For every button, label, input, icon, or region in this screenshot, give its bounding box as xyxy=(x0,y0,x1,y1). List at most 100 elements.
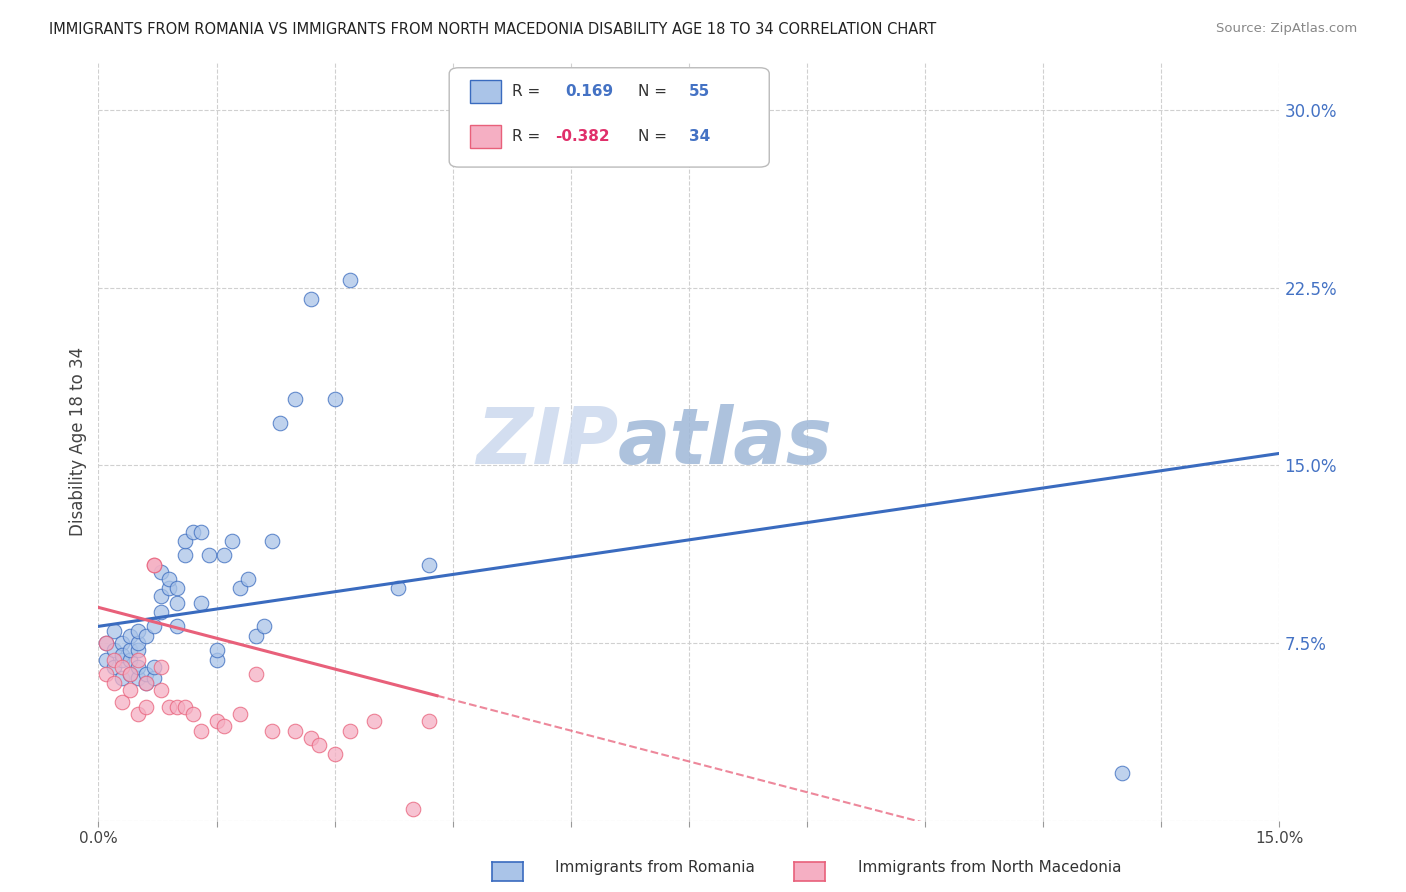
Point xyxy=(214,719,236,733)
Point xyxy=(111,648,134,662)
Point xyxy=(221,534,243,549)
Point xyxy=(157,582,180,596)
Point xyxy=(118,666,141,681)
Point xyxy=(118,652,141,666)
Text: Source: ZipAtlas.com: Source: ZipAtlas.com xyxy=(1216,22,1357,36)
Point xyxy=(135,676,157,690)
Text: R =: R = xyxy=(512,129,540,145)
Point xyxy=(166,619,188,633)
Point xyxy=(339,273,361,287)
Point xyxy=(245,629,267,643)
Point xyxy=(197,548,219,563)
Point xyxy=(402,802,425,816)
Point xyxy=(174,699,197,714)
Text: N =: N = xyxy=(638,129,668,145)
Point xyxy=(127,672,149,686)
Point xyxy=(142,619,165,633)
Point xyxy=(103,643,125,657)
Text: 0.169: 0.169 xyxy=(565,84,613,99)
Point xyxy=(118,629,141,643)
Point xyxy=(150,589,173,603)
Point xyxy=(135,699,157,714)
Point xyxy=(205,714,228,728)
Point xyxy=(142,659,165,673)
Point xyxy=(111,659,134,673)
Point xyxy=(363,714,385,728)
Point xyxy=(150,683,173,698)
Point xyxy=(127,706,149,721)
Point xyxy=(245,666,267,681)
Point xyxy=(103,624,125,639)
Point xyxy=(166,582,188,596)
Point xyxy=(157,572,180,586)
Point xyxy=(127,624,149,639)
Point xyxy=(323,392,346,406)
Point xyxy=(260,723,283,738)
Point xyxy=(174,534,197,549)
Point xyxy=(299,731,322,745)
Point xyxy=(418,714,440,728)
FancyBboxPatch shape xyxy=(449,68,769,167)
Text: atlas: atlas xyxy=(619,403,834,480)
Point xyxy=(142,558,165,572)
Point xyxy=(308,738,330,752)
Point xyxy=(260,534,283,549)
Point xyxy=(284,723,307,738)
Point xyxy=(127,659,149,673)
Point xyxy=(157,699,180,714)
Point xyxy=(111,636,134,650)
Point xyxy=(103,652,125,666)
Point xyxy=(142,672,165,686)
Point xyxy=(103,676,125,690)
Text: N =: N = xyxy=(638,84,668,99)
Point xyxy=(205,652,228,666)
FancyBboxPatch shape xyxy=(471,80,501,103)
Point xyxy=(111,695,134,709)
Point xyxy=(229,706,252,721)
Point xyxy=(387,582,409,596)
Text: ZIP: ZIP xyxy=(475,403,619,480)
Text: R =: R = xyxy=(512,84,540,99)
Point xyxy=(150,565,173,579)
Point xyxy=(190,596,212,610)
Point xyxy=(181,706,204,721)
Point xyxy=(299,293,322,307)
Point xyxy=(135,629,157,643)
Point xyxy=(118,643,141,657)
Point xyxy=(190,524,212,539)
Point xyxy=(96,666,118,681)
Point xyxy=(418,558,440,572)
Point xyxy=(111,652,134,666)
Point xyxy=(150,605,173,619)
Point xyxy=(284,392,307,406)
Text: Immigrants from North Macedonia: Immigrants from North Macedonia xyxy=(858,860,1121,874)
Point xyxy=(96,636,118,650)
Point xyxy=(269,416,291,430)
Point xyxy=(229,582,252,596)
Point xyxy=(150,659,173,673)
Point xyxy=(127,636,149,650)
FancyBboxPatch shape xyxy=(471,126,501,148)
Point xyxy=(118,666,141,681)
Point xyxy=(135,666,157,681)
Point xyxy=(1111,766,1133,780)
Point xyxy=(214,548,236,563)
Point xyxy=(127,652,149,666)
Point xyxy=(205,643,228,657)
Point xyxy=(103,659,125,673)
Point xyxy=(127,643,149,657)
Text: 34: 34 xyxy=(689,129,710,145)
Text: -0.382: -0.382 xyxy=(555,129,610,145)
Point xyxy=(142,558,165,572)
Point xyxy=(118,683,141,698)
Point xyxy=(174,548,197,563)
Point xyxy=(190,723,212,738)
Point xyxy=(339,723,361,738)
Text: IMMIGRANTS FROM ROMANIA VS IMMIGRANTS FROM NORTH MACEDONIA DISABILITY AGE 18 TO : IMMIGRANTS FROM ROMANIA VS IMMIGRANTS FR… xyxy=(49,22,936,37)
Point xyxy=(166,699,188,714)
Point xyxy=(166,596,188,610)
Point xyxy=(111,672,134,686)
Text: 55: 55 xyxy=(689,84,710,99)
Point xyxy=(236,572,259,586)
Text: Immigrants from Romania: Immigrants from Romania xyxy=(555,860,755,874)
